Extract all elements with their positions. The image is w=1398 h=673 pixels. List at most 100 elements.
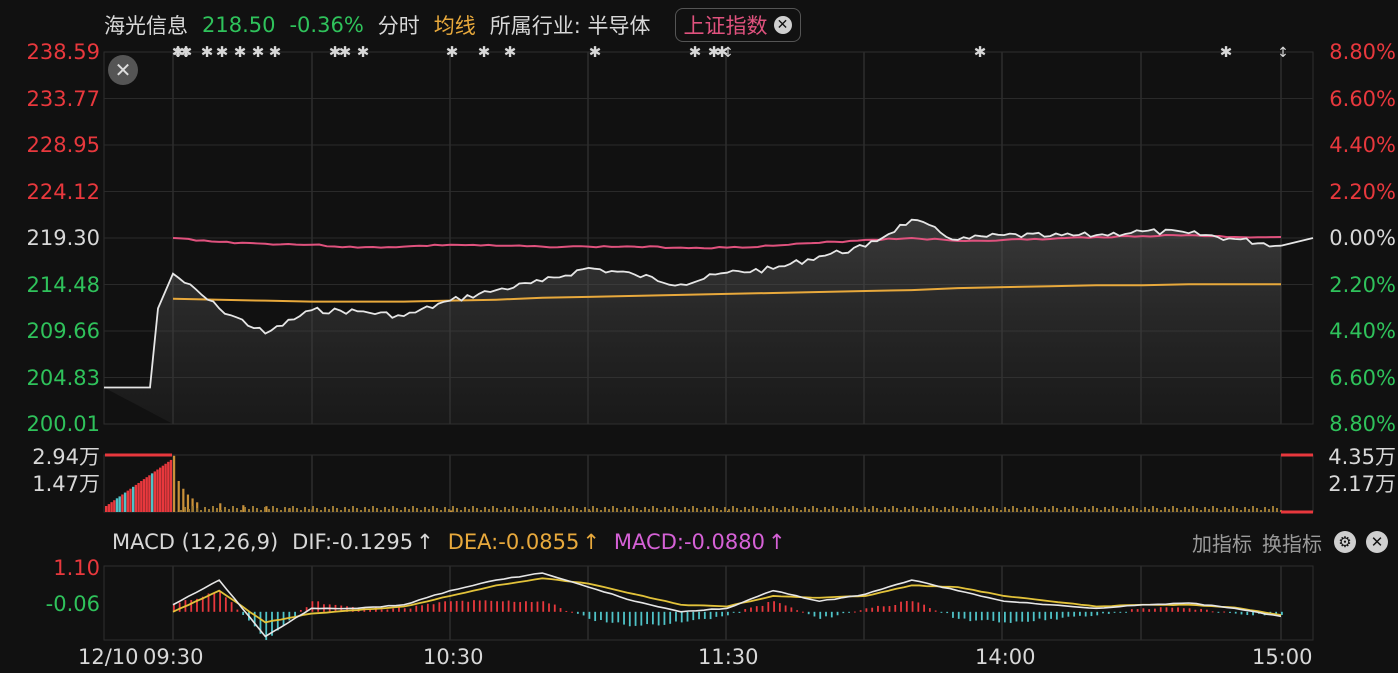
event-marker-icon: ✱ (357, 43, 370, 61)
mode-label[interactable]: 分时 (377, 14, 420, 38)
macd-histogram-bar (600, 611, 602, 621)
macd-histogram-bar (323, 604, 325, 612)
volume-bar (492, 506, 494, 512)
volume-bar (1004, 510, 1007, 512)
volume-bar (980, 510, 982, 512)
macd-histogram-bar (738, 611, 741, 613)
volume-bar (137, 482, 140, 512)
volume-bar (584, 507, 586, 512)
macd-histogram-bar (744, 609, 747, 612)
macd-histogram-bar (703, 611, 706, 619)
add-indicator-button[interactable]: 加指标 (1192, 531, 1252, 556)
macd-histogram-bar (415, 605, 418, 612)
volume-bar (1140, 510, 1142, 512)
macd-histogram-bar (276, 611, 279, 631)
macd-histogram-bar (709, 611, 712, 620)
macd-histogram-bar (813, 611, 816, 617)
volume-bar (960, 510, 962, 512)
volume-panel-border (103, 454, 1314, 513)
volume-bar (184, 507, 186, 512)
macd-histogram-bar (692, 611, 695, 621)
gear-icon[interactable]: ⚙ (1334, 531, 1356, 553)
macd-histogram-bar (259, 611, 262, 634)
volume-bar (596, 508, 598, 512)
volume-bar (624, 507, 626, 512)
macd-histogram-bar (928, 608, 931, 612)
macd-histogram-bar (1182, 608, 1185, 612)
close-icon[interactable]: ✕ (1366, 531, 1388, 553)
volume-bar (324, 507, 326, 512)
macd-histogram-bar (952, 611, 954, 618)
volume-bar (196, 502, 199, 512)
volume-bar (167, 461, 170, 512)
price-line-tail (1280, 237, 1314, 247)
avg-price-line (172, 283, 1281, 303)
event-marker-icon: ✱ (589, 43, 602, 61)
volume-bar (1228, 509, 1230, 512)
macd-histogram-bar (963, 611, 966, 619)
macd-histogram-bar (755, 606, 758, 612)
close-icon[interactable]: ✕ (108, 55, 138, 85)
dif-arrow-icon: ↑ (416, 530, 434, 554)
macd-histogram-bar (975, 611, 977, 621)
volume-bar (1272, 506, 1274, 512)
volume-bar (1068, 509, 1070, 512)
volume-bar (900, 510, 902, 512)
switch-indicator-button[interactable]: 换指标 (1262, 531, 1322, 556)
macd-histogram-bar (1038, 611, 1041, 619)
volume-bar (192, 506, 194, 512)
volume-bar (748, 509, 750, 512)
volume-bar (924, 507, 926, 512)
volume-bar (420, 510, 422, 512)
close-icon[interactable]: ✕ (773, 16, 792, 34)
volume-bar (150, 473, 154, 512)
volume-bar (1280, 510, 1282, 512)
macd-histogram-bar (917, 602, 920, 612)
volume-tick-label: 2.94万 (32, 445, 100, 469)
volume-tick-label: 2.17万 (1328, 472, 1396, 496)
macd-title[interactable]: MACD (12,26,9) (112, 530, 279, 554)
macd-histogram-bar (501, 601, 504, 612)
dea-arrow-icon: ↑ (582, 530, 600, 554)
event-marker-icon: ✱ (478, 43, 491, 61)
volume-bar (123, 492, 127, 512)
macd-histogram-bar (802, 611, 804, 613)
index-compare-button[interactable]: 上证指数 ✕ (674, 8, 801, 42)
macd-histogram-bar (732, 611, 735, 613)
macd-histogram-bar (484, 600, 487, 612)
volume-bar (1204, 507, 1206, 512)
volume-bar (568, 509, 570, 512)
volume-bar (1180, 510, 1182, 512)
volume-bar (740, 510, 742, 512)
macd-histogram-bar (299, 610, 302, 612)
volume-bar (728, 509, 730, 512)
event-marker-icon: ✱ (180, 43, 193, 61)
volume-bar (118, 496, 121, 512)
avg-line-label[interactable]: 均线 (433, 14, 476, 38)
volume-bar (876, 508, 878, 512)
volume-bar (1052, 506, 1054, 512)
industry-label[interactable]: 所属行业: 半导体 (489, 14, 651, 38)
macd-histogram-bar (1154, 608, 1156, 612)
volume-bar (1200, 510, 1202, 512)
macd-histogram-bar (859, 610, 862, 612)
volume-bar (727, 510, 730, 512)
volume-bar (752, 506, 754, 512)
volume-bar (1048, 509, 1050, 512)
volume-bar (804, 507, 806, 512)
volume-bar (142, 479, 146, 512)
volume-bar (768, 509, 770, 512)
macd-histogram-bar (219, 590, 221, 612)
volume-bar (648, 509, 650, 512)
volume-bar (908, 509, 910, 512)
macd-histogram-bar (1148, 609, 1151, 612)
volume-bar (724, 507, 726, 512)
macd-histogram-bar (1257, 611, 1260, 614)
volume-bar (936, 508, 938, 512)
macd-histogram-bar (1096, 611, 1099, 616)
volume-bar (672, 506, 674, 512)
volume-bar (1116, 508, 1118, 512)
volume-bar (132, 486, 135, 512)
stock-name[interactable]: 海光信息 (104, 14, 188, 38)
